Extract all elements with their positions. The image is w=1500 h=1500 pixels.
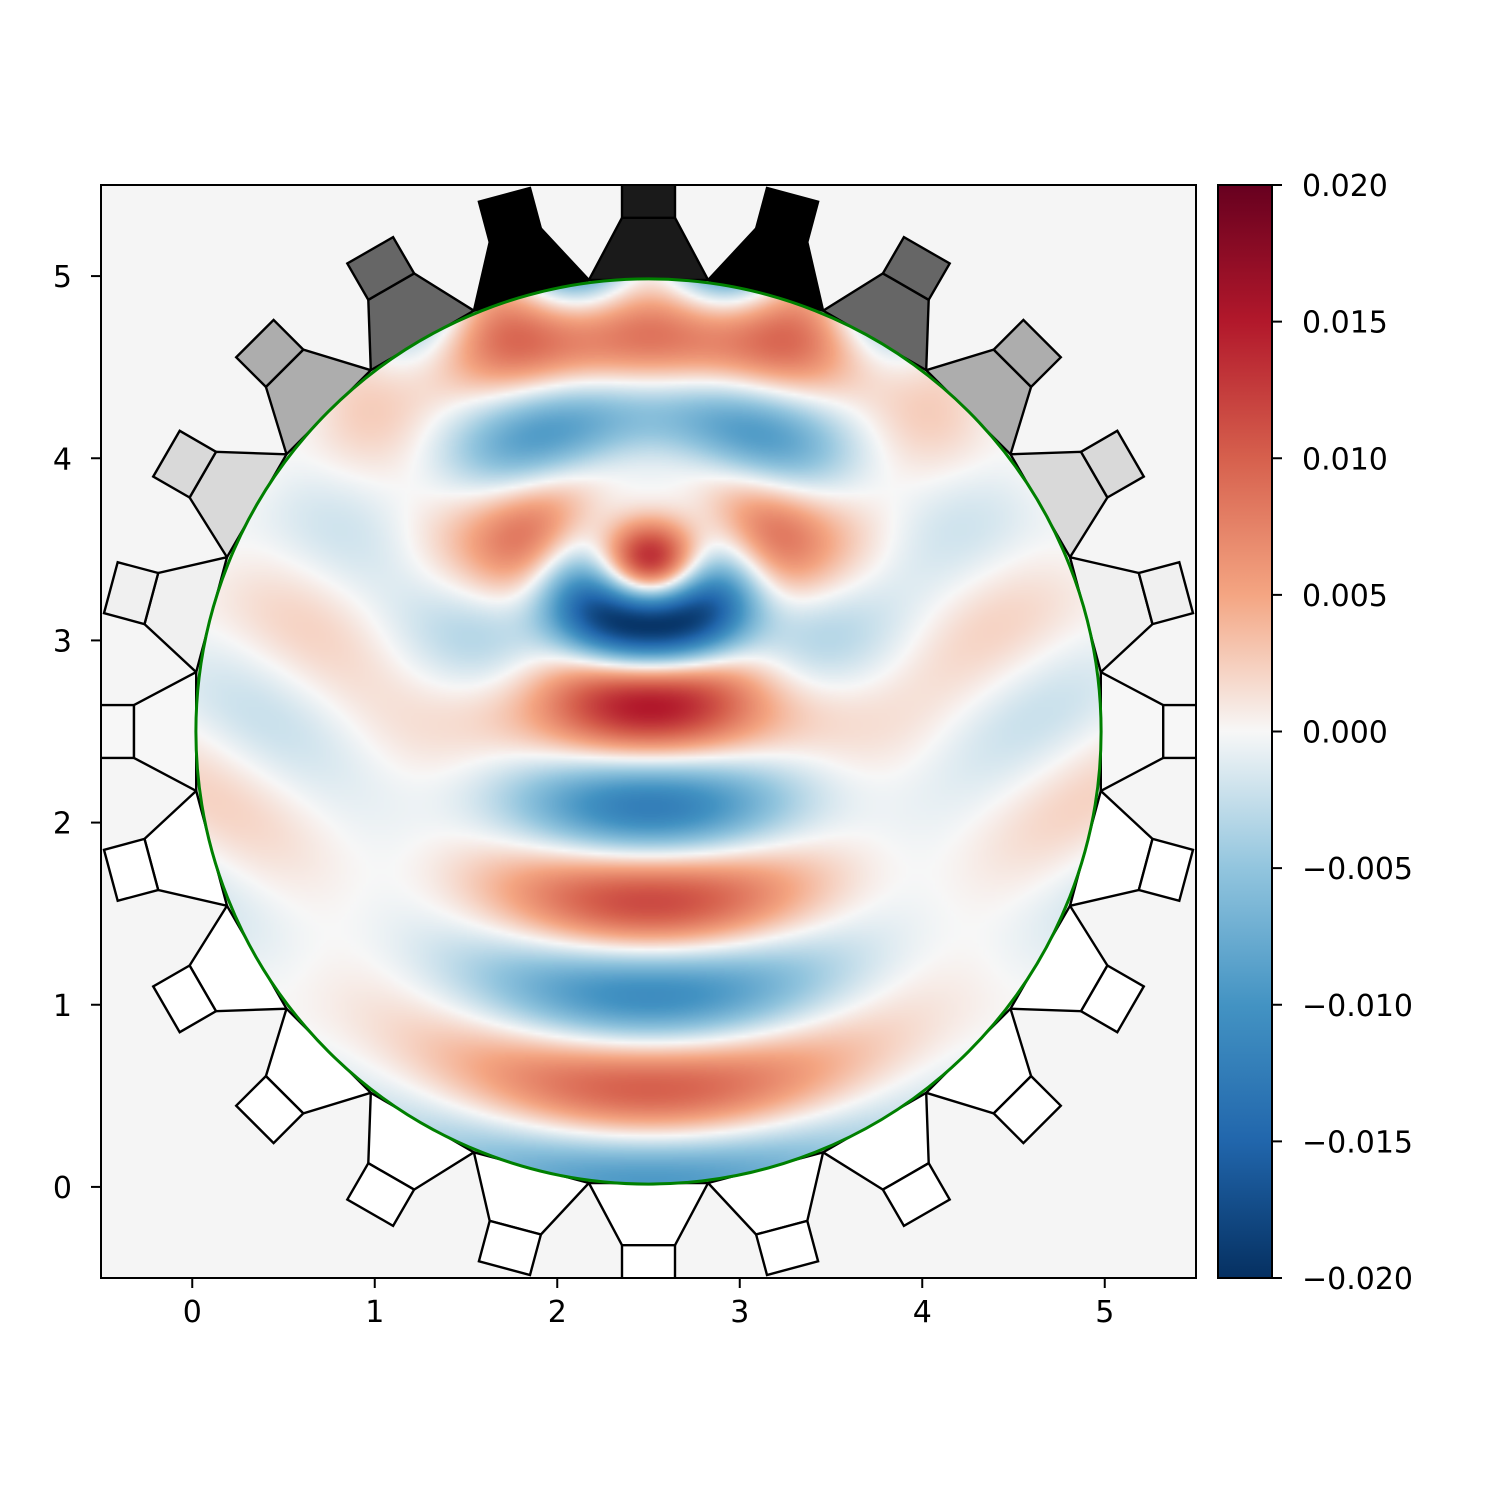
y-tick-label: 3 [53,624,72,659]
transducer-element [477,1219,543,1277]
x-axis: 0 1 2 3 4 5 [183,1278,1114,1330]
transducer-element [1161,703,1196,760]
y-tick-label: 2 [53,807,72,842]
colorbar-gradient [1218,185,1272,1278]
y-axis: 0 1 2 3 4 5 [53,260,101,1206]
y-tick-label: 1 [53,989,72,1024]
transducer-element [101,703,136,760]
transducer-element [234,1074,305,1145]
colorbar-tick-label: 0.020 [1302,169,1388,204]
colorbar-ticks: 0.020 0.015 0.010 0.005 0.000 −0.005 −0.010 −0.… [1272,169,1413,1297]
transducer-element [620,185,677,220]
transducer-element [754,186,820,244]
colorbar-tick-label: 0.010 [1302,442,1388,477]
transducer-element [234,318,305,389]
transducer-element [1137,837,1195,903]
domain-boundary-circle [194,277,1103,1186]
colorbar-tick-label: −0.010 [1302,989,1413,1024]
transducer-element [151,963,218,1034]
transducer-element [881,1161,952,1228]
colorbar-tick-label: 0.000 [1302,716,1388,751]
x-tick-label: 5 [1095,1295,1114,1330]
transducer-element [345,1161,416,1228]
transducer-element [477,186,543,244]
transducer-element [345,235,416,302]
colorbar-tick-label: −0.015 [1302,1125,1413,1160]
transducer-element [1079,963,1146,1034]
transducer-element [992,318,1063,389]
x-tick-label: 0 [183,1295,202,1330]
transducer-element [1137,560,1195,626]
axes-frame [100,184,1197,1279]
transducer-element [1079,429,1146,500]
y-tick-label: 4 [53,442,72,477]
x-tick-label: 4 [913,1295,932,1330]
x-tick-label: 3 [730,1295,749,1330]
colorbar-tick-label: −0.005 [1302,852,1413,887]
transducer-element [151,429,218,500]
x-tick-label: 2 [548,1295,567,1330]
transducer-element [881,235,952,302]
transducer-element [754,1219,820,1277]
colorbar-tick-label: 0.015 [1302,306,1388,341]
colorbar-tick-label: 0.005 [1302,579,1388,614]
colorbar: 0.020 0.015 0.010 0.005 0.000 −0.005 −0.010 −0.… [1217,169,1413,1297]
transducer-element [992,1074,1063,1145]
transducer-element [102,837,160,903]
colorbar-tick-label: −0.020 [1302,1262,1413,1297]
transducer-element [620,1243,677,1278]
transducer-ring [101,185,1196,1278]
y-tick-label: 0 [53,1171,72,1206]
y-tick-label: 5 [53,260,72,295]
transducer-element [102,560,160,626]
x-tick-label: 1 [365,1295,384,1330]
